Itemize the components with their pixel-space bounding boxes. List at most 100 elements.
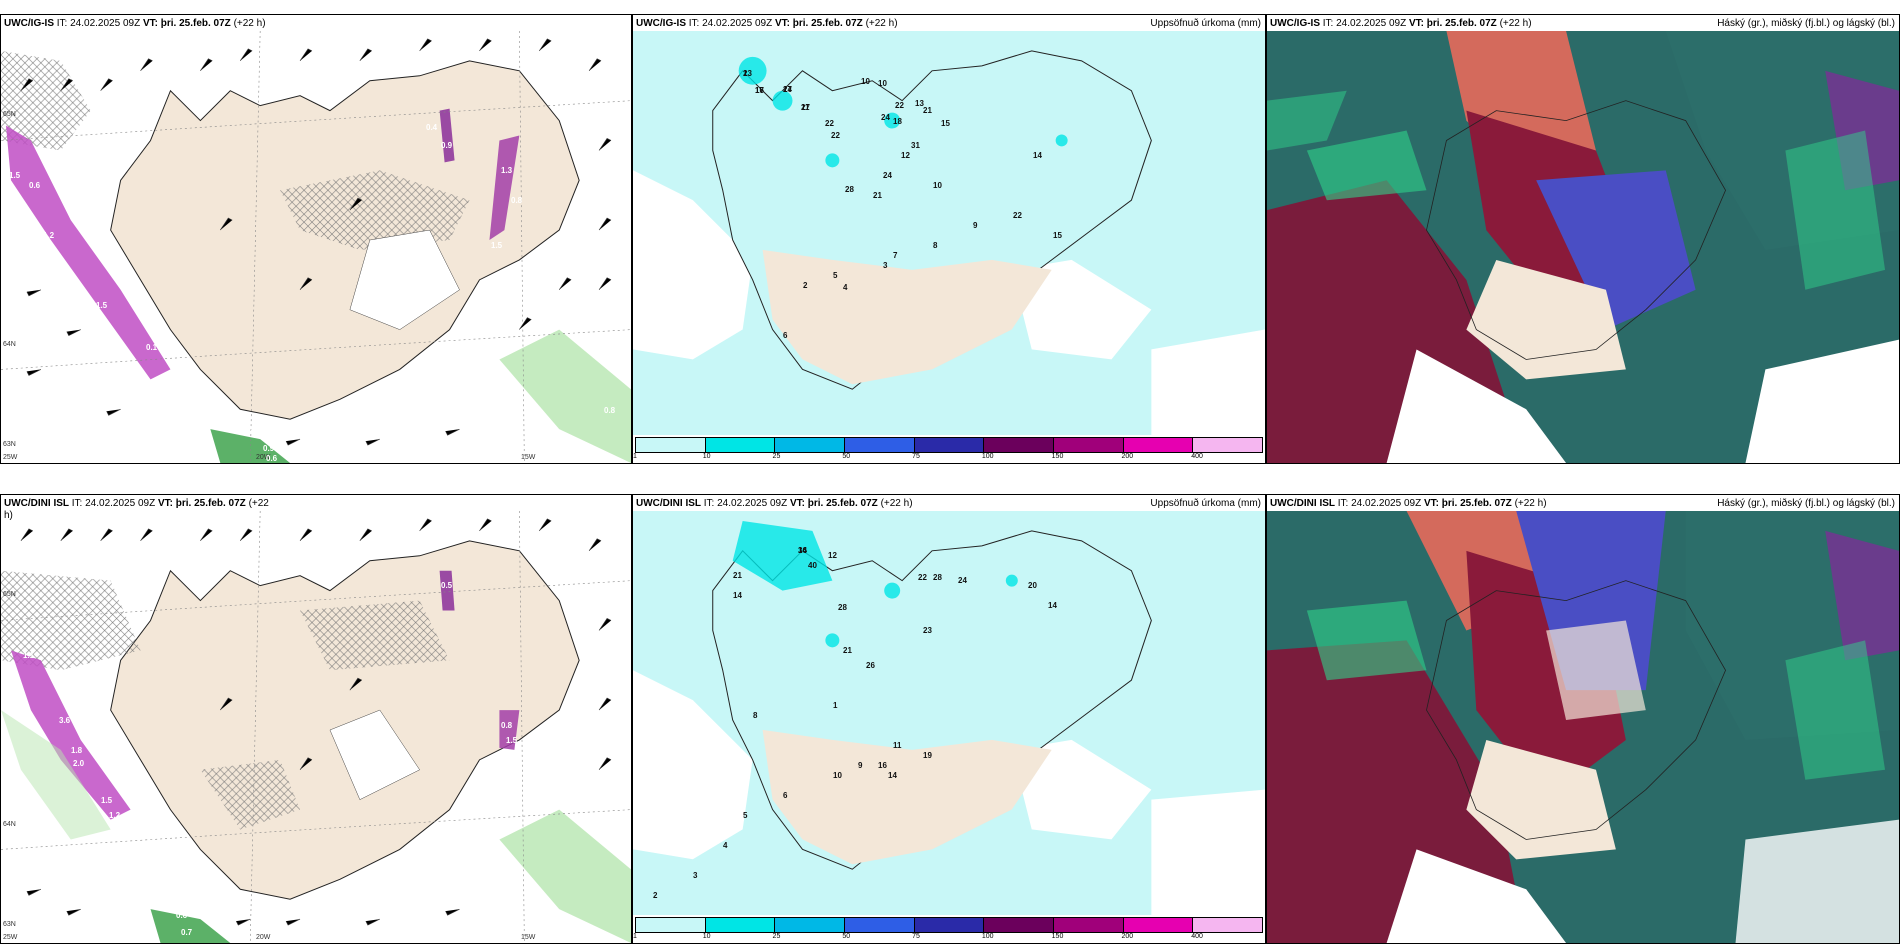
panel-subtitle: Uppsöfnuð úrkoma (mm): [1150, 498, 1261, 509]
colorbar-cell: [636, 438, 706, 452]
iceland-outline: [1426, 580, 1726, 840]
map-value-label: 23: [743, 69, 752, 78]
map-value-label: 3: [883, 261, 888, 270]
map-value-label: 24: [881, 113, 890, 122]
map-value-label: 12: [901, 151, 910, 160]
map-value-label: 27: [801, 103, 810, 112]
map-value-label: 11: [801, 103, 810, 112]
colorbar-cell: [914, 438, 985, 452]
wind-map: [1, 31, 631, 463]
map-value-label: 0.6: [176, 911, 188, 920]
map-value-label: 9: [858, 761, 863, 770]
map-value-label: 6: [783, 791, 788, 800]
colorbar-cell: [1054, 918, 1124, 932]
map-value-label: 1: [833, 701, 838, 710]
colorbar-tick-label: 150: [1051, 453, 1064, 460]
panel-subtitle: Háský (gr.), miðský (fj.bl.) og lágský (…: [1717, 498, 1895, 509]
map-value-label: 0.7: [181, 928, 193, 937]
colorbar-tick-label: 150: [1051, 933, 1064, 940]
colorbar: 1 10 25 50 75 100 150 200 400: [633, 917, 1263, 941]
colorbar-tick-label: 25: [772, 933, 781, 940]
map-value-label: 21: [843, 646, 852, 655]
precip-band: [439, 570, 455, 611]
map-value-label: 1.2: [109, 811, 121, 820]
panel-top-middle: UWC/IG-IS IT: 24.02.2025 09Z VT: þri. 25…: [632, 14, 1266, 464]
lon-label: 15W: [521, 934, 536, 941]
lat-label: 64N: [3, 341, 16, 348]
colorbar-cell: [845, 918, 915, 932]
map-value-label: 12: [828, 551, 837, 560]
colorbar-tick-label: 25: [772, 453, 781, 460]
map-value-label: 0.7: [221, 406, 233, 415]
lon-label: 20W: [256, 454, 271, 461]
map-value-label: 5: [743, 811, 748, 820]
map-value-label: 24: [958, 576, 967, 585]
map-value-label: 14: [733, 591, 742, 600]
map-value-label: 14: [1048, 601, 1057, 610]
map-area: 65N 64N 63N 25W 20W 15W 1.1 3.6 1.8 2.0 1.5 1…: [1, 511, 631, 943]
panel-top-left: UWC/IG-IS IT: 24.02.2025 09Z VT: þri. 25…: [0, 14, 632, 464]
panel-title: UWC/IG-IS IT: 24.02.2025 09Z VT: þri. 25…: [636, 18, 898, 29]
map-value-label: 0.6: [246, 424, 258, 433]
map-value-label: 0.7: [451, 833, 463, 842]
colorbar-cell: [1123, 438, 1194, 452]
map-value-label: 5: [833, 271, 838, 280]
map-value-label: 36: [798, 546, 807, 555]
panel-bottom-right: UWC/DINI ISL IT: 24.02.2025 09Z VT: þri.…: [1266, 494, 1900, 944]
map-value-label: 3.6: [59, 716, 71, 725]
map-value-label: 21: [873, 191, 882, 200]
map-value-label: 24: [783, 85, 792, 94]
map-value-label: 22: [918, 573, 927, 582]
colorbar-cell: [705, 918, 776, 932]
panel-top-right: UWC/IG-IS IT: 24.02.2025 09Z VT: þri. 25…: [1266, 14, 1900, 464]
lat-label: 65N: [3, 111, 16, 118]
map-value-label: 23: [923, 626, 932, 635]
colorbar-tick-label: 75: [912, 453, 920, 460]
hatched-area: [300, 600, 450, 671]
panel-bottom-left: UWC/DINI ISL IT: 24.02.2025 09Z VT: þri.…: [0, 494, 632, 944]
precip-band: [499, 710, 520, 750]
wind-map: [1, 511, 631, 943]
map-area: 23 17 24 27 22 22 10 10 24 18 22 13 21 15 31 12 24 21 28 10…: [633, 31, 1265, 435]
map-value-label: 1.5: [101, 796, 113, 805]
colorbar-cell: [636, 918, 706, 932]
panel-title: UWC/DINI ISL IT: 24.02.2025 09Z VT: þri.…: [4, 498, 269, 521]
map-value-label: 28: [845, 185, 854, 194]
precip-map: [633, 31, 1265, 435]
lon-label: 20W: [256, 934, 271, 941]
map-value-label: 28: [933, 573, 942, 582]
map-value-label: 0.6: [29, 181, 41, 190]
colorbar-cell: [775, 918, 846, 932]
map-value-label: 21: [733, 571, 742, 580]
lon-label: 25W: [3, 934, 18, 941]
map-value-label: 3: [693, 871, 698, 880]
panel-subtitle: Háský (gr.), miðský (fj.bl.) og lágský (…: [1717, 18, 1895, 29]
map-area: [1267, 511, 1899, 943]
map-value-label: 40: [808, 561, 817, 570]
map-value-label: 2.0: [73, 759, 85, 768]
map-value-label: 16: [755, 86, 764, 95]
panel-subtitle: Uppsöfnuð úrkoma (mm): [1150, 18, 1261, 29]
colorbar-tick-label: 400: [1191, 933, 1203, 940]
colorbar-row: [635, 917, 1263, 933]
map-value-label: 16: [878, 761, 887, 770]
map-value-label: 0.4: [426, 123, 438, 132]
map-value-label: 0.5: [51, 271, 63, 280]
hatched-area: [280, 170, 470, 250]
colorbar-ticks: 1 10 25 50 75 100 150 200 400: [633, 453, 1263, 463]
map-value-label: 18: [893, 117, 902, 126]
panel-title: UWC/IG-IS IT: 24.02.2025 09Z VT: þri. 25…: [4, 18, 266, 29]
map-value-label: 0.5: [441, 581, 453, 590]
precip-band: [439, 108, 455, 163]
map-value-label: 10: [861, 77, 870, 86]
colorbar-tick-label: 200: [1121, 453, 1134, 460]
map-value-label: 24: [883, 171, 892, 180]
colorbar-cell: [1123, 918, 1194, 932]
map-value-label: 11: [893, 741, 902, 750]
map-value-label: 8: [933, 241, 938, 250]
map-value-label: 1.8: [71, 746, 83, 755]
map-area: 65N 64N 63N 25W 20W 15W 1.5 0.6 1.2 0.8 0.5 1…: [1, 31, 631, 463]
lat-label: 63N: [3, 921, 16, 928]
hatched-area: [1, 50, 91, 151]
map-value-label: 20: [1028, 581, 1037, 590]
